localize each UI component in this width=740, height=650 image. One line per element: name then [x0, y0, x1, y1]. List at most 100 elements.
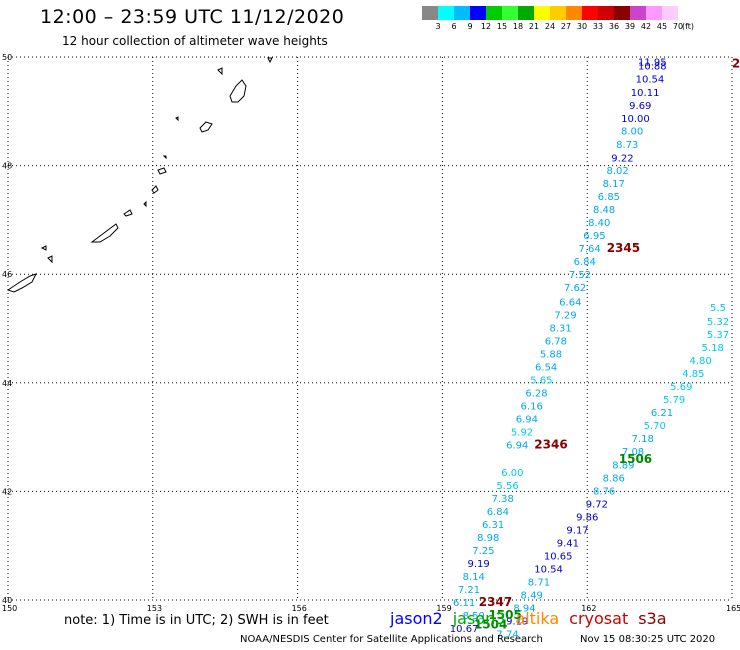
wave-height-value: 8.48: [593, 205, 615, 216]
wave-height-value: 10.54: [534, 565, 563, 576]
wave-height-value: 6.31: [482, 520, 504, 531]
wave-height-value: 8.89: [612, 460, 634, 471]
wave-height-value: 5.56: [496, 481, 518, 492]
wave-height-value: 8.76: [593, 486, 615, 497]
wave-height-value: 9.41: [557, 538, 579, 549]
wave-height-value: 9.72: [586, 499, 608, 510]
wave-height-value: 8.98: [477, 533, 499, 544]
wave-height-value: 6.78: [545, 336, 567, 347]
wave-height-value: 5.32: [707, 317, 729, 328]
kuril-coast-1: [6, 273, 37, 293]
wave-height-value: 11.95: [638, 57, 667, 68]
color-legend: [422, 6, 678, 20]
legend-label: 39: [624, 22, 636, 31]
wave-height-value: 5.88: [540, 349, 562, 360]
kuril-coast-6: [199, 121, 213, 133]
wave-height-value: 6.11: [453, 598, 475, 609]
satellite-legend: jason2 jason3 altika cryosat s3a: [390, 609, 677, 628]
wave-height-value: 9.69: [629, 101, 651, 112]
wave-height-value: 8.02: [606, 166, 628, 177]
wave-height-value: 10.00: [621, 114, 650, 125]
wave-height-value: 10.65: [544, 551, 573, 562]
legend-label: 15: [496, 22, 508, 31]
wave-height-value: 6.94: [506, 441, 528, 452]
wave-height-value: 10.67: [450, 624, 479, 635]
longitude-tick-label: 159: [436, 604, 451, 613]
legend-label: 6: [451, 22, 457, 31]
wave-height-value: 8.14: [463, 572, 485, 583]
wave-height-value: 8.00: [621, 126, 643, 137]
wave-height-value: 5.92: [511, 428, 533, 439]
wave-height-value: 8.40: [588, 218, 610, 229]
wave-height-value: 5.18: [702, 343, 724, 354]
kuril-coast-8: [217, 67, 223, 76]
wave-height-value: 6.00: [501, 468, 523, 479]
legend-swatch: [518, 6, 534, 20]
legend-label: 18: [512, 22, 524, 31]
wave-height-value: 9.17: [566, 525, 588, 536]
legend-swatch: [534, 6, 550, 20]
kuril-coast-10: [47, 255, 53, 264]
legend-swatch: [598, 6, 614, 20]
legend-label: 30: [576, 22, 588, 31]
wave-height-value: 6.84: [487, 507, 509, 518]
wave-height-value: 6.94: [516, 415, 538, 426]
legend-label: 42: [640, 22, 652, 31]
kuril-coast-13: [162, 155, 167, 160]
wave-height-value: 10.88: [638, 62, 667, 73]
wave-height-value: 8.73: [616, 140, 638, 151]
longitude-tick-label: 150: [2, 604, 17, 613]
kuril-coast-9: [40, 245, 47, 251]
wave-height-value: 5.69: [670, 382, 692, 393]
legend-label: 24: [544, 22, 556, 31]
legend-label: 70: [672, 22, 684, 31]
wave-height-value: 8.59: [463, 611, 485, 622]
wave-height-value: 8.71: [528, 578, 550, 589]
latitude-tick-label: 40: [2, 596, 12, 605]
wave-height-value: 7.18: [632, 434, 654, 445]
legend-swatch: [438, 6, 454, 20]
legend-label: 9: [467, 22, 473, 31]
wave-height-value: 7.21: [458, 585, 480, 596]
longitude-tick-label: 153: [147, 604, 162, 613]
wave-height-value: 6.85: [598, 192, 620, 203]
pass-time-label: 1506: [619, 452, 652, 466]
kuril-coast-2: [90, 223, 119, 243]
wave-height-value: 5.37: [707, 330, 729, 341]
longitude-tick-label: 162: [581, 604, 596, 613]
footer-timestamp: Nov 15 08:30:25 UTC 2020: [580, 634, 716, 645]
pass-time-label: 2345: [607, 241, 640, 255]
satellite-s3a: s3a: [638, 609, 667, 628]
axis-tick-labels: 150 153 156 159 162 165 40 42 44 46 48 50: [2, 53, 740, 613]
legend-swatch: [566, 6, 582, 20]
latitude-tick-label: 44: [2, 379, 12, 388]
legend-label: 27: [560, 22, 572, 31]
legend-swatch: [630, 6, 646, 20]
map-subtitle: 12 hour collection of altimeter wave hei…: [62, 34, 328, 48]
legend-swatch: [614, 6, 630, 20]
legend-swatch: [550, 6, 566, 20]
kuril-coast-14: [267, 57, 273, 64]
wave-height-value: 8.31: [550, 323, 572, 334]
kuril-coast-12: [143, 200, 147, 208]
wave-height-value: 5.5: [710, 303, 726, 314]
coastline: [6, 57, 273, 293]
wave-height-value: 8.94: [513, 604, 535, 615]
latitude-tick-label: 50: [2, 53, 12, 62]
wave-height-value: 5.65: [530, 376, 552, 387]
wave-height-value: 4.85: [682, 369, 704, 380]
legend-label: 45: [656, 22, 668, 31]
kuril-coast-11: [175, 116, 179, 122]
legend-swatch: [662, 6, 678, 20]
legend-swatch: [454, 6, 470, 20]
legend-label: 12: [480, 22, 492, 31]
pass-time-label: 1504: [474, 617, 507, 631]
wave-height-value: 7.74: [496, 630, 518, 641]
legend-unit: (ft): [681, 22, 695, 31]
wave-height-value: 10.54: [636, 75, 665, 86]
note-text: note: 1) Time is in UTC; 2) SWH is in fe…: [64, 613, 329, 628]
wave-height-value: 6.84: [574, 257, 596, 268]
legend-label: 36: [608, 22, 620, 31]
